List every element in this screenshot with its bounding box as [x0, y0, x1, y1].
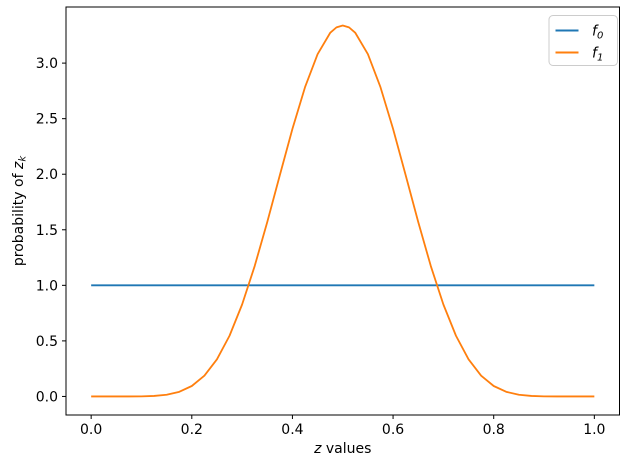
y-axis-label: probability of zk — [11, 155, 29, 266]
x-tick-label: 0.6 — [382, 422, 404, 438]
y-tick-label: 1.0 — [36, 278, 58, 294]
legend-box — [548, 15, 618, 66]
y-tick-label: 1.5 — [36, 223, 58, 239]
x-tick-label: 0.0 — [80, 422, 102, 438]
y-axis-ticks: 0.0 0.5 1.0 1.5 2.0 2.5 3.0 — [36, 56, 66, 405]
series-line-f1 — [91, 24, 595, 398]
y-tick-label: 3.0 — [36, 56, 58, 72]
x-axis-ticks: 0.0 0.2 0.4 0.6 0.8 1.0 — [80, 415, 605, 438]
y-tick-label: 2.5 — [36, 112, 58, 128]
x-tick-label: 1.0 — [583, 422, 605, 438]
y-tick-label: 0.5 — [36, 334, 58, 350]
legend-label-f1: f1 — [592, 46, 603, 64]
axes-frame — [65, 6, 620, 416]
legend-label-f0: f0 — [592, 24, 603, 42]
x-tick-label: 0.8 — [483, 422, 505, 438]
x-tick-label: 0.2 — [181, 422, 203, 438]
x-tick-label: 0.4 — [281, 422, 303, 438]
y-tick-label: 2.0 — [36, 167, 58, 183]
x-axis-label: z values — [313, 441, 371, 457]
series-layer — [91, 24, 595, 398]
y-tick-label: 0.0 — [36, 389, 58, 405]
legend: f0 f1 — [548, 15, 618, 66]
